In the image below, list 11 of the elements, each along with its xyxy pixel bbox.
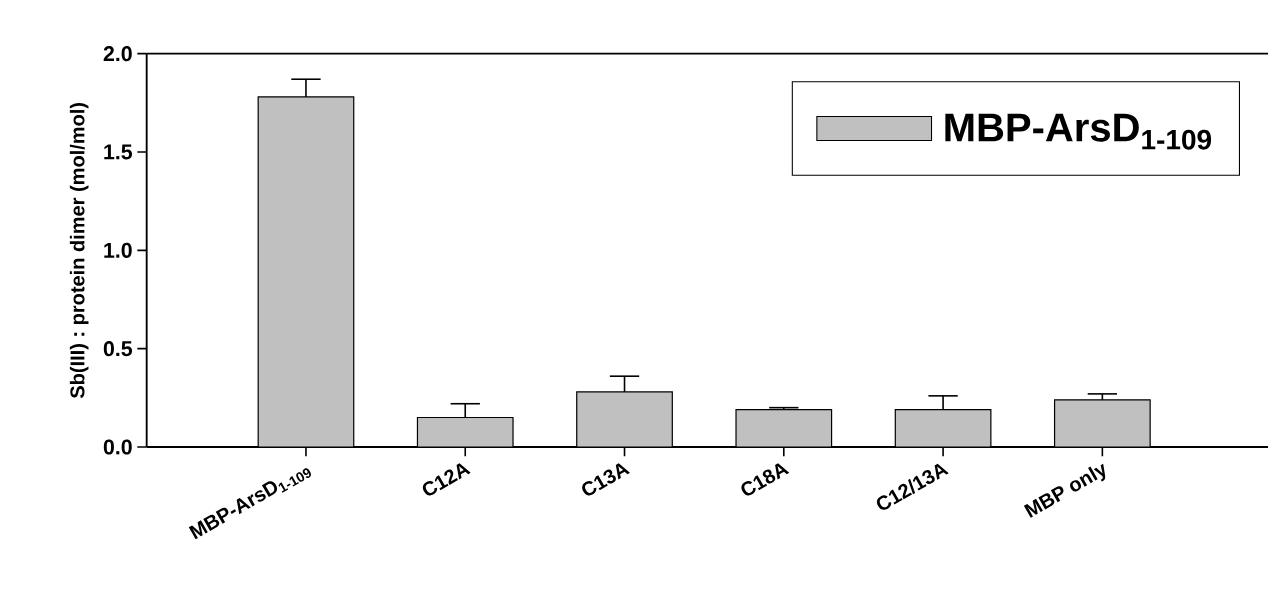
x-tick-label: C12A (422, 463, 471, 496)
y-tick-label: 1.0 (104, 242, 132, 259)
x-tick-label: C18A (741, 463, 790, 496)
y-tick-label: 0.5 (103, 341, 133, 357)
x-tick-label: MBP only (1023, 463, 1106, 518)
legend-label: MBP-ArsD$_{1-109}$ (945, 113, 1212, 150)
x-tick-label: C13A (582, 463, 630, 496)
y-tick-label: 1.5 (104, 144, 133, 160)
y-axis-title: Sb(III) : protein dimer (mol/mol) (69, 103, 89, 399)
y-tick-label: 2.0 (103, 46, 132, 62)
y-tick-label: 0.0 (103, 439, 132, 455)
